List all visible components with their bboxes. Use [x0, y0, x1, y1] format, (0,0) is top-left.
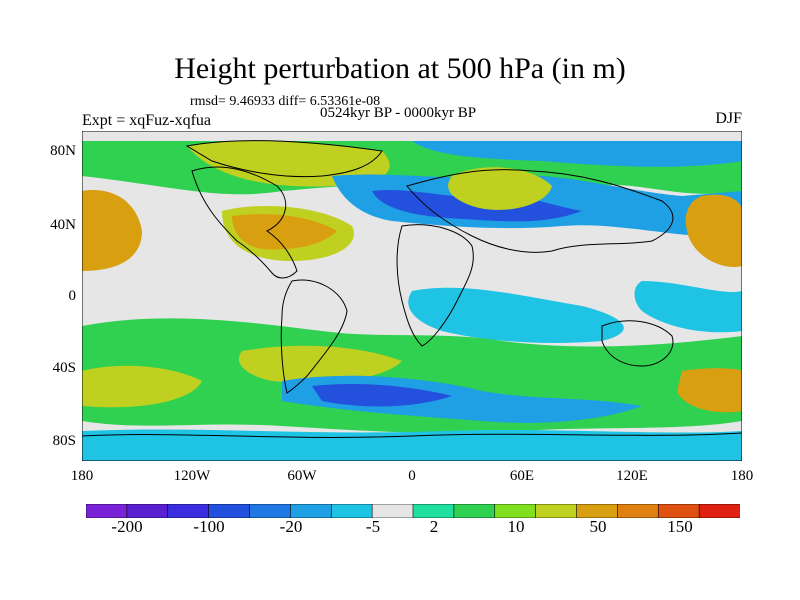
continent-outlines [82, 140, 742, 438]
lon-tick-60e: 60E [509, 468, 535, 484]
lat-tick-40s: 40S [52, 360, 76, 376]
map-panel [82, 131, 742, 461]
lon-tick-60w: 60W [287, 468, 317, 484]
colorbar-swatch [657, 504, 700, 518]
height-perturbation-map [82, 131, 742, 461]
colorbar-swatch [453, 504, 496, 518]
colorbar-swatch [208, 504, 251, 518]
eurasia-outline [406, 169, 674, 253]
colorbar-label-150: 150 [667, 517, 693, 536]
colorbar-swatch [290, 504, 333, 518]
colorbar-swatch [494, 504, 537, 518]
colorbar-label-2: 2 [429, 517, 439, 536]
north-america-outline [191, 166, 298, 279]
lon-tick-120e: 120E [616, 468, 648, 484]
colorbar-swatch [576, 504, 619, 518]
south-america-outline [280, 279, 348, 394]
colorbar-swatch [535, 504, 578, 518]
colorbar-label-neg5: -5 [365, 517, 381, 536]
colorbar-swatch [249, 504, 292, 518]
colorbar-swatch [126, 504, 169, 518]
lon-tick-120w: 120W [173, 468, 211, 484]
lat-tick-0: 0 [68, 288, 77, 304]
colorbar-swatch [371, 504, 414, 518]
colorbar-swatch [167, 504, 210, 518]
colorbar-label-neg100: -100 [193, 517, 225, 536]
colorbar-label-50: 50 [589, 517, 607, 536]
antarctica-outline [82, 432, 742, 438]
africa-outline [396, 224, 474, 347]
lon-tick-180e: 180 [730, 468, 754, 484]
lat-tick-80n: 80N [50, 143, 76, 159]
colorbar-swatch [330, 504, 373, 518]
contour-fields [82, 131, 742, 461]
colorbar-swatch [412, 504, 455, 518]
lon-tick-0: 0 [408, 468, 416, 484]
colorbar-label-neg200: -200 [111, 517, 143, 536]
colorbar [86, 504, 740, 518]
colorbar-swatch [698, 504, 740, 518]
colorbar-label-10: 10 [507, 517, 525, 536]
lon-tick-180w: 180 [70, 468, 94, 484]
season-label: DJF [715, 110, 742, 127]
australia-outline [601, 320, 674, 367]
greenland-outline [185, 140, 383, 178]
colorbar-label-neg20: -20 [279, 517, 303, 536]
colorbar-swatch [86, 504, 128, 518]
experiment-label: Expt = xqFuz-xqfua [82, 112, 211, 129]
map-title: Height perturbation at 500 hPa (in m) [174, 52, 626, 85]
rmsd-stats: rmsd= 9.46933 diff= 6.53361e-08 [190, 94, 381, 109]
colorbar-swatch [617, 504, 660, 518]
lat-tick-40n: 40N [50, 217, 76, 233]
lat-tick-80s: 80S [52, 433, 76, 449]
period-label: 0524kyr BP - 0000kyr BP [320, 105, 477, 121]
